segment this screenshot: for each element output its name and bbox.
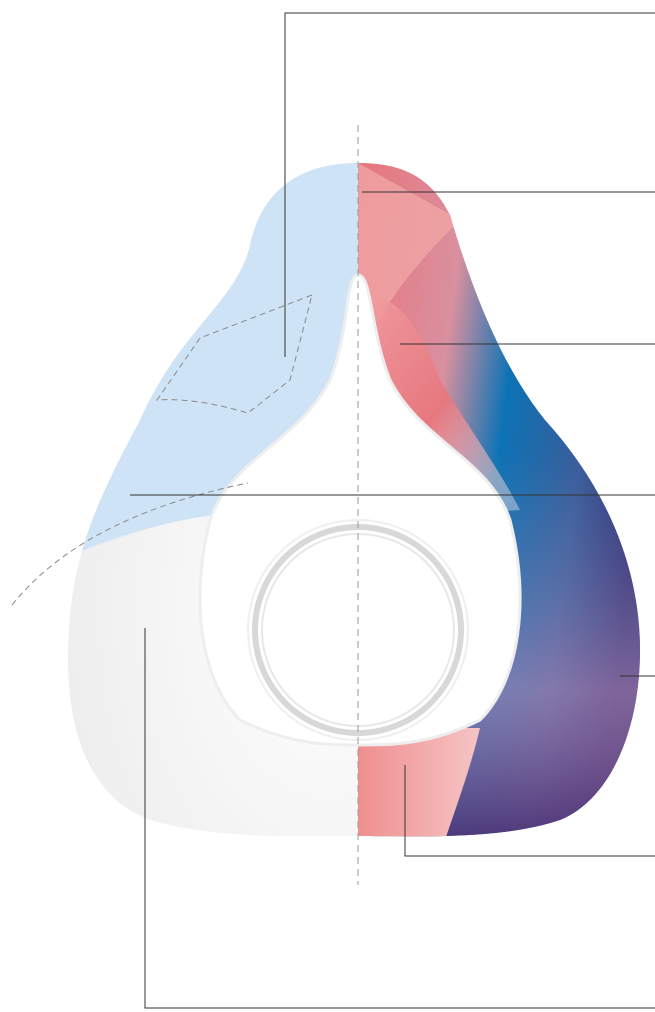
- leader-top: [284, 12, 655, 357]
- nose-pad-outline: [156, 294, 313, 414]
- chin-zone: [358, 728, 480, 837]
- leader-base: [144, 628, 655, 1009]
- leader-chin: [404, 765, 655, 857]
- boundary-dashed-line: [11, 482, 249, 606]
- face-opening-edge: [198, 273, 522, 747]
- face-opening: [200, 275, 520, 745]
- nose-bridge-zone: [358, 163, 460, 330]
